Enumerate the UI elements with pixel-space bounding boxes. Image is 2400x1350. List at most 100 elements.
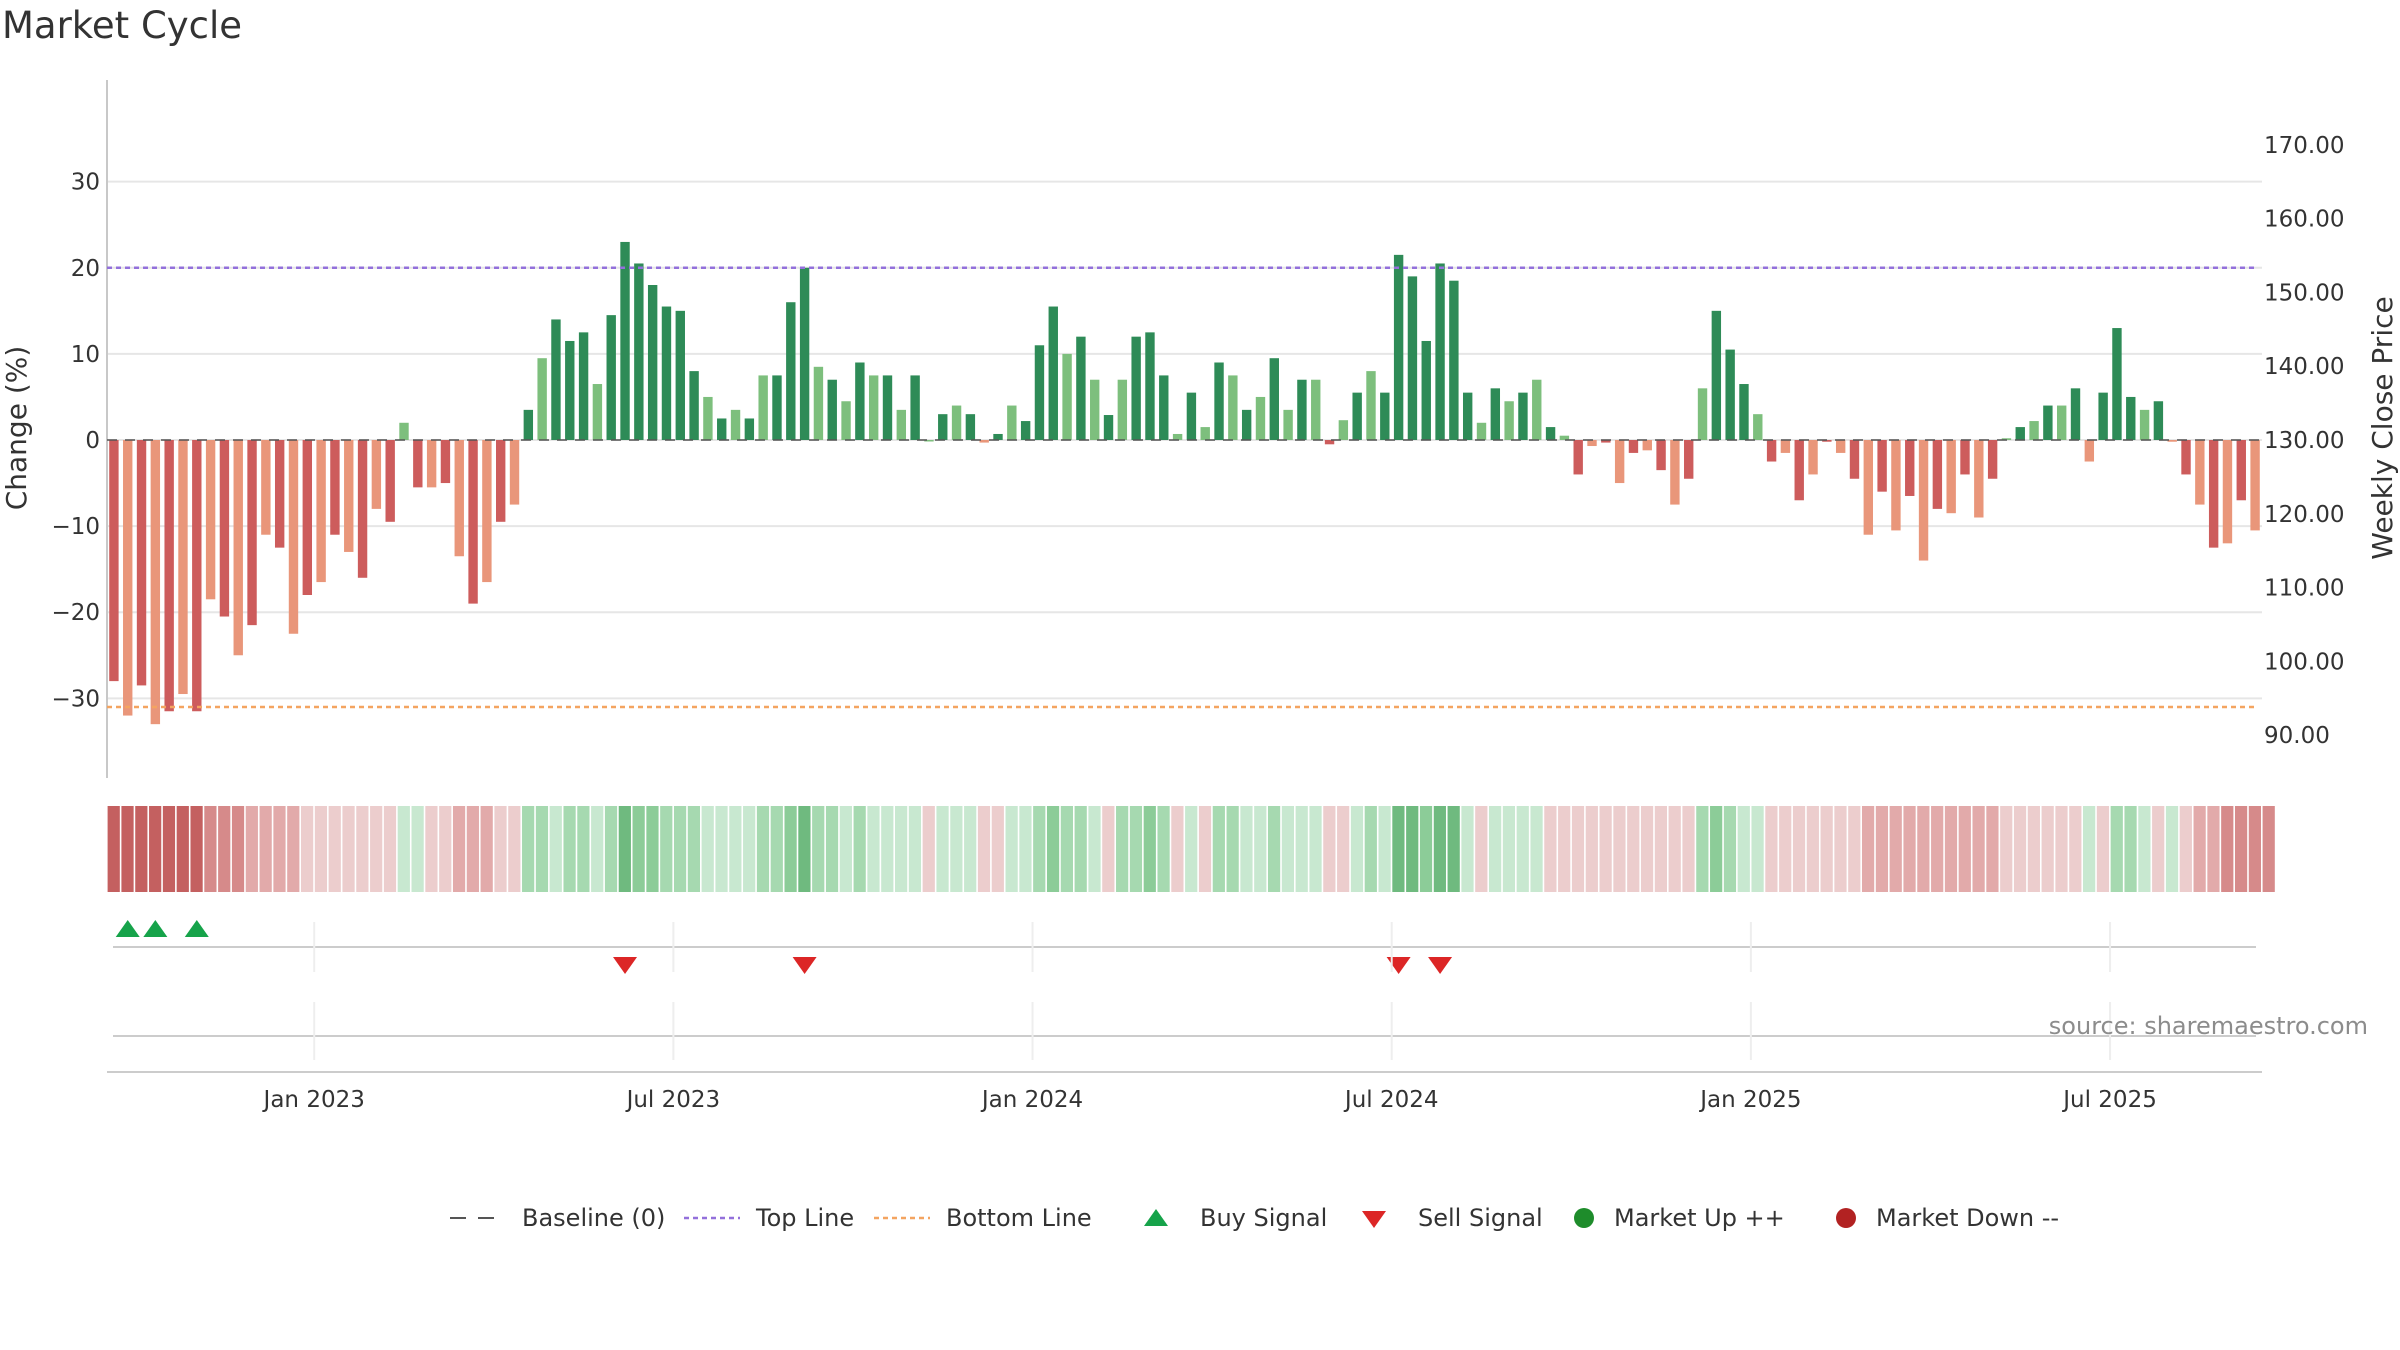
strip-cell (1585, 806, 1598, 892)
change-bar (1352, 392, 1362, 440)
change-bar (1974, 440, 1984, 518)
strip-cell (922, 806, 935, 892)
legend-item: Market Down -- (1836, 1204, 2059, 1232)
chart-title: Market Cycle (2, 4, 242, 47)
strip-cell (1447, 806, 1460, 892)
strip-cell (2069, 806, 2082, 892)
change-bar (2208, 440, 2219, 548)
change-bar (592, 384, 603, 440)
x-tick-label: Jul 2023 (625, 1087, 721, 1113)
x-tick-label: Jan 2024 (980, 1087, 1083, 1113)
change-bar (1393, 254, 1404, 440)
strip-cell (977, 806, 991, 892)
strip-cell (231, 806, 245, 892)
strip-cell (1682, 806, 1695, 892)
change-bar (1462, 392, 1473, 440)
change-bar (965, 414, 976, 440)
change-bar (1573, 440, 1583, 475)
change-bar (164, 440, 174, 712)
change-bar (1269, 358, 1279, 440)
change-bar (1255, 396, 1266, 440)
strip-cell (1350, 806, 1364, 892)
change-bar (827, 379, 837, 440)
strip-cell (1834, 806, 1847, 892)
right-tick-label: 90.00 (2264, 723, 2330, 749)
strip-cell (770, 806, 783, 892)
strip-cell (2083, 806, 2096, 892)
change-bar (1891, 440, 1901, 531)
strip-cell (1392, 806, 1405, 892)
change-bar (1504, 401, 1514, 440)
change-bar (772, 375, 782, 440)
right-tick-label: 150.00 (2264, 280, 2344, 306)
strip-cell (1986, 806, 1999, 892)
strip-cell (1198, 806, 1212, 892)
change-bar (1545, 427, 1556, 440)
triangle-down-icon (1362, 1211, 1386, 1228)
change-bar (1780, 440, 1791, 453)
change-bar (1960, 440, 1970, 475)
change-bar (399, 422, 409, 440)
change-bar (1103, 415, 1114, 440)
strip-cell (314, 806, 328, 892)
strip-cell (411, 806, 424, 892)
legend-label: Top Line (755, 1204, 854, 1232)
change-bar (1628, 440, 1639, 453)
strip-cell (1792, 806, 1806, 892)
change-bar (1214, 362, 1224, 440)
change-bar (1200, 427, 1210, 440)
strip-cell (1102, 806, 1115, 892)
strip-cell (660, 806, 673, 892)
strip-cell (535, 806, 549, 892)
change-bar (951, 405, 962, 440)
left-tick-label: −10 (51, 514, 100, 540)
legend-label: Baseline (0) (522, 1204, 665, 1232)
change-bar (1946, 440, 1956, 514)
change-bar (1407, 276, 1418, 440)
strip-cell (812, 806, 825, 892)
change-bar (150, 440, 161, 725)
change-bar (786, 302, 796, 440)
strip-cell (618, 806, 631, 892)
strip-cell (1323, 806, 1336, 892)
change-bar (178, 440, 188, 695)
strip-cell (701, 806, 714, 892)
strip-cell (632, 806, 645, 892)
change-bar (1311, 379, 1321, 440)
strip-cell (1599, 806, 1612, 892)
circle-icon (1574, 1208, 1594, 1228)
strip-cell (1889, 806, 1902, 892)
strip-cell (825, 806, 839, 892)
strip-cell (2055, 806, 2068, 892)
strip-cell (673, 806, 687, 892)
strip-cell (1613, 806, 1626, 892)
strip-cell (370, 806, 383, 892)
strip-cell (383, 806, 397, 892)
strip-cell (1226, 806, 1239, 892)
change-bar (2167, 440, 2177, 442)
change-bar (1905, 440, 1915, 496)
strip-cell (162, 806, 176, 892)
right-tick-label: 130.00 (2264, 428, 2344, 454)
change-bar (205, 440, 216, 600)
strip-cell (936, 806, 949, 892)
change-bar (799, 267, 810, 440)
change-bar (1186, 392, 1197, 440)
change-bar (2029, 421, 2039, 440)
strip-cell (756, 806, 770, 892)
strip-cell (2041, 806, 2054, 892)
strip-cell (300, 806, 314, 892)
change-bar (1808, 440, 1818, 475)
change-bar (1048, 306, 1058, 440)
change-bar (1835, 440, 1846, 453)
strip-cell (466, 806, 479, 892)
change-bar (1670, 440, 1680, 505)
strip-cell (2110, 806, 2123, 892)
change-bar (1725, 349, 1735, 440)
strip-cell (342, 806, 355, 892)
strip-cell (798, 806, 811, 892)
change-bar (1753, 414, 1763, 440)
change-bar (2015, 427, 2025, 440)
strip-cell (1295, 806, 1308, 892)
